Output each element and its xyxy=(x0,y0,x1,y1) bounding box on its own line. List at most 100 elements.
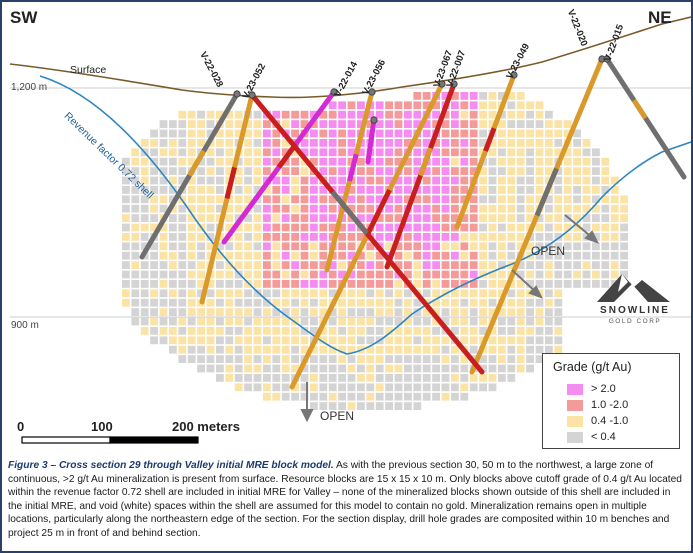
drill-hole-segment xyxy=(483,127,497,152)
resource-block xyxy=(347,148,356,157)
resource-block xyxy=(310,280,318,288)
resource-block xyxy=(545,308,553,316)
resource-block xyxy=(545,148,553,157)
resource-block xyxy=(488,195,497,204)
resource-block xyxy=(488,204,497,213)
resource-block xyxy=(159,261,168,269)
resource-block xyxy=(573,270,581,279)
resource-block xyxy=(140,242,149,251)
resource-block xyxy=(366,195,375,204)
resource-block xyxy=(131,308,140,316)
resource-block xyxy=(413,345,422,354)
resource-block xyxy=(385,383,393,392)
resource-block xyxy=(441,92,450,100)
resource-block xyxy=(234,327,243,335)
resource-block xyxy=(507,355,516,363)
resource-block xyxy=(187,355,196,363)
resource-block xyxy=(375,101,384,110)
resource-block xyxy=(187,214,196,222)
resource-block xyxy=(394,120,403,128)
resource-block xyxy=(206,298,215,307)
resource-block xyxy=(366,364,375,373)
resource-block xyxy=(413,139,422,147)
resource-block xyxy=(206,120,215,128)
resource-block xyxy=(328,383,337,392)
resource-block xyxy=(319,327,328,335)
resource-block xyxy=(131,167,140,175)
resource-block xyxy=(169,148,177,157)
resource-block xyxy=(234,345,243,354)
resource-block xyxy=(404,233,412,241)
resource-block xyxy=(394,251,403,260)
resource-block xyxy=(620,195,628,204)
resource-block xyxy=(291,167,299,175)
legend-label: 0.4 -1.0 xyxy=(591,415,629,427)
resource-block xyxy=(253,270,262,279)
legend-label: < 0.4 xyxy=(591,431,616,443)
resource-block xyxy=(140,214,149,222)
resource-block xyxy=(206,345,215,354)
resource-block xyxy=(526,120,534,128)
resource-block xyxy=(159,167,168,175)
resource-block xyxy=(582,157,591,166)
resource-block xyxy=(300,233,309,241)
resource-block xyxy=(319,383,328,392)
resource-block xyxy=(328,195,337,204)
resource-block xyxy=(366,355,375,363)
resource-block xyxy=(187,139,196,147)
resource-block xyxy=(187,308,196,316)
resource-block xyxy=(460,383,469,392)
resource-block xyxy=(244,242,252,251)
resource-block xyxy=(507,308,516,316)
resource-block xyxy=(206,317,215,326)
resource-block xyxy=(554,289,563,298)
resource-block xyxy=(150,251,158,260)
resource-block xyxy=(620,233,628,241)
resource-block xyxy=(469,374,478,382)
resource-block xyxy=(310,176,318,185)
resource-block xyxy=(291,280,299,288)
resource-block xyxy=(319,157,328,166)
resource-block xyxy=(432,101,440,110)
resource-block xyxy=(159,186,168,194)
resource-block xyxy=(573,261,581,269)
resource-block xyxy=(140,139,149,147)
resource-block xyxy=(394,355,403,363)
resource-block xyxy=(394,364,403,373)
resource-block xyxy=(488,364,497,373)
resource-block xyxy=(140,186,149,194)
resource-block xyxy=(601,242,610,251)
resource-block xyxy=(338,289,346,298)
resource-block xyxy=(479,101,487,110)
resource-block xyxy=(281,214,290,222)
resource-block xyxy=(234,336,243,345)
resource-block xyxy=(526,327,534,335)
resource-block xyxy=(122,270,130,279)
resource-block xyxy=(554,261,563,269)
resource-block xyxy=(291,129,299,138)
resource-block xyxy=(281,383,290,392)
resource-block xyxy=(328,120,337,128)
resource-block xyxy=(187,270,196,279)
drill-holes xyxy=(139,55,687,390)
resource-block xyxy=(159,120,168,128)
resource-block xyxy=(413,101,422,110)
resource-block xyxy=(150,327,158,335)
resource-block xyxy=(526,308,534,316)
resource-block xyxy=(404,364,412,373)
resource-block xyxy=(281,364,290,373)
resource-block xyxy=(469,345,478,354)
resource-block xyxy=(432,251,440,260)
resource-block xyxy=(140,204,149,213)
resource-block xyxy=(178,308,187,316)
resource-block xyxy=(347,129,356,138)
resource-block xyxy=(187,129,196,138)
resource-block xyxy=(178,214,187,222)
resource-block xyxy=(488,101,497,110)
resource-block xyxy=(347,374,356,382)
resource-block xyxy=(385,233,393,241)
resource-block xyxy=(535,176,544,185)
resource-block xyxy=(516,167,525,175)
resource-block xyxy=(535,242,544,251)
resource-block xyxy=(413,374,422,382)
